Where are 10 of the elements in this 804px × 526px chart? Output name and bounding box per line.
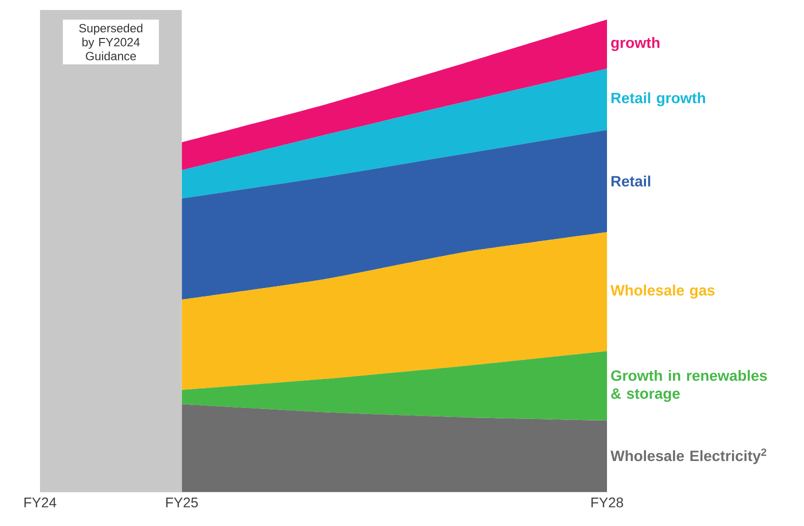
series-label: Wholesale Electricity$^{2}$ <box>610 448 766 464</box>
band-label: Superseded by FY2024 Guidance <box>79 24 142 60</box>
series-label: Retail <box>612 176 650 187</box>
x-tick-label: FY28 <box>591 498 624 508</box>
series-label: Wholesale gas <box>610 284 715 299</box>
series-label: Growth in renewables & storage <box>611 370 767 402</box>
series-label: growth <box>611 37 660 52</box>
series-label: Retail growth <box>612 92 706 106</box>
x-tick-label: FY25 <box>166 498 198 508</box>
x-tick-label: FY24 <box>24 498 56 508</box>
